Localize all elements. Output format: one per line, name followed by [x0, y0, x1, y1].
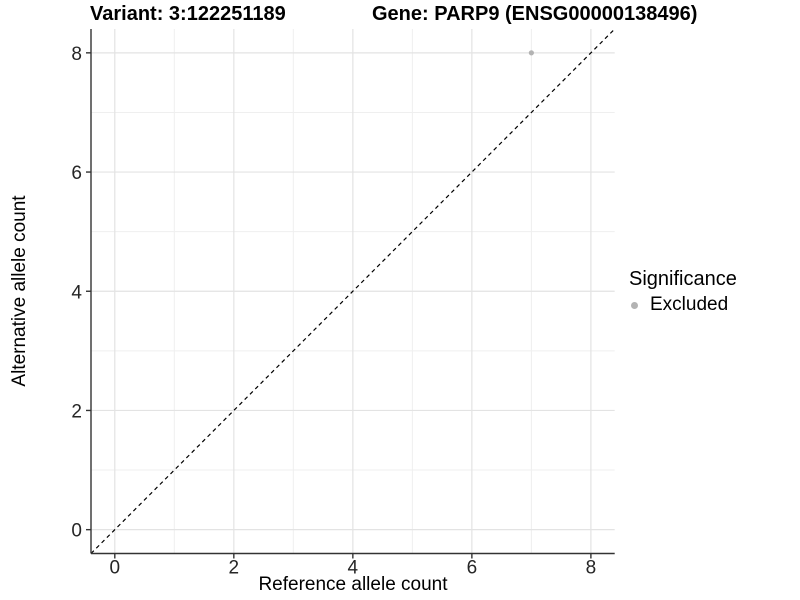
x-tick-label: 8: [586, 558, 597, 579]
x-tick-label: 0: [110, 558, 121, 579]
y-tick-label: 6: [71, 163, 82, 184]
plot-title-variant: Variant: 3:122251189: [90, 3, 286, 25]
legend: Significance Excluded: [629, 267, 737, 316]
plot-title-gene: Gene: PARP9 (ENSG00000138496): [372, 3, 698, 25]
legend-title: Significance: [629, 268, 737, 290]
x-tick-label: 4: [348, 558, 359, 579]
legend-key-dot-icon: [631, 301, 638, 309]
legend-entry-label: Excluded: [650, 294, 729, 315]
x-tick-label: 6: [467, 558, 478, 579]
legend-entry-excluded: Excluded: [629, 294, 737, 316]
x-axis-title: Reference allele count: [258, 574, 448, 595]
y-tick-label: 2: [71, 401, 82, 422]
x-tick-label: 2: [229, 558, 240, 579]
identity-dashed-line: [90, 28, 616, 554]
y-tick-label: 8: [71, 44, 82, 65]
y-axis-title: Alternative allele count: [9, 195, 31, 387]
y-tick-label: 0: [71, 521, 82, 542]
y-tick-label: 4: [71, 282, 82, 303]
data-point: [528, 50, 534, 56]
